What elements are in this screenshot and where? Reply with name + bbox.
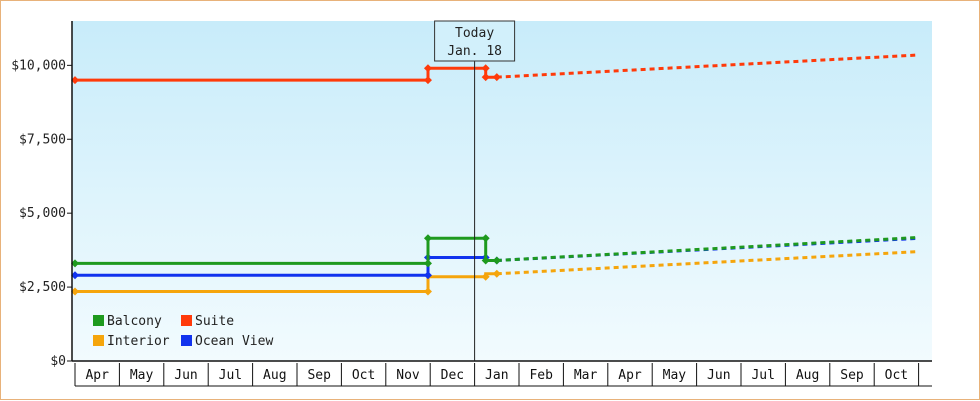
month-label: Feb — [529, 368, 553, 383]
data-point — [423, 259, 432, 268]
series-history-line — [75, 272, 497, 293]
data-point — [71, 271, 79, 280]
month-label: Sep — [307, 368, 331, 383]
data-point — [481, 64, 490, 73]
data-point — [481, 234, 490, 243]
legend-item: Balcony — [93, 314, 162, 329]
month-label: Aug — [263, 368, 286, 383]
legend-item: Suite — [181, 314, 234, 329]
month-label: Sep — [840, 368, 864, 383]
legend-swatch — [181, 315, 192, 326]
data-point — [492, 269, 501, 278]
legend-swatch — [181, 335, 192, 346]
month-label: Jul — [751, 368, 774, 383]
legend-swatch — [93, 315, 104, 326]
data-point — [481, 73, 490, 82]
month-label: Jun — [707, 368, 730, 383]
data-point — [481, 272, 490, 281]
data-point — [423, 64, 432, 73]
series-interior — [71, 250, 919, 296]
today-box — [434, 20, 516, 62]
data-point — [492, 73, 501, 82]
data-point — [423, 287, 432, 296]
series-forecast-line — [496, 250, 919, 276]
data-point — [71, 287, 79, 296]
axes: $0 $2,500 $5,000 $7,500 $10,000 Apr May Jun Jul A… — [11, 21, 932, 387]
legend-label: Suite — [195, 314, 234, 329]
data-point — [423, 234, 432, 243]
y-tick-label: $5,000 — [19, 206, 66, 221]
data-point — [423, 76, 432, 85]
data-point — [71, 259, 79, 268]
month-label: May — [663, 368, 687, 383]
y-tick-label: $7,500 — [19, 132, 66, 147]
month-label: Apr — [85, 368, 109, 383]
series-balcony — [71, 234, 919, 268]
legend-label: Balcony — [107, 314, 162, 329]
month-label: Jan — [485, 368, 508, 383]
legend-item: Interior — [93, 334, 170, 349]
data-point — [492, 256, 501, 265]
series-lines — [71, 53, 919, 296]
today-date: Jan. 18 — [447, 44, 502, 59]
plot-background — [72, 21, 932, 361]
y-tick-label: $10,000 — [11, 58, 66, 73]
month-label: Nov — [396, 368, 420, 383]
month-label: Mar — [574, 368, 598, 383]
month-label: May — [130, 368, 154, 383]
today-marker: Today Jan. 18 — [434, 20, 516, 361]
y-tick-label: $0 — [50, 354, 66, 369]
month-label: Apr — [618, 368, 642, 383]
today-label: Today — [455, 26, 494, 41]
month-label: Aug — [796, 368, 819, 383]
y-tick-label: $2,500 — [19, 280, 66, 295]
series-forecast-line — [496, 53, 919, 79]
data-point — [423, 271, 432, 280]
data-point — [481, 256, 490, 265]
legend: Balcony Suite Interior Ocean View — [93, 314, 273, 349]
legend-label: Ocean View — [195, 334, 273, 349]
data-point — [71, 76, 79, 85]
month-label: Oct — [885, 368, 908, 383]
month-label: Oct — [352, 368, 375, 383]
series-forecast-line — [496, 235, 919, 262]
month-label: Jun — [174, 368, 197, 383]
legend-item: Ocean View — [181, 334, 273, 349]
legend-label: Interior — [107, 334, 170, 349]
legend-swatch — [93, 335, 104, 346]
month-label: Dec — [441, 368, 464, 383]
month-label: Jul — [219, 368, 242, 383]
series-suite — [71, 53, 919, 85]
